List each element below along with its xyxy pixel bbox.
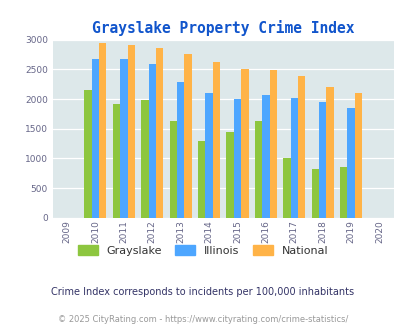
Bar [269,71,276,218]
Bar [226,132,233,218]
Bar [318,102,326,218]
Bar [127,45,134,218]
Bar [241,69,248,218]
Bar [311,169,318,218]
Bar [156,48,163,218]
Bar [148,64,156,218]
Bar [205,93,212,218]
Bar [339,167,347,218]
Bar [297,77,305,218]
Bar [212,62,220,218]
Bar [177,82,184,218]
Bar [290,98,297,218]
Bar [169,121,177,218]
Bar [347,108,354,218]
Title: Grayslake Property Crime Index: Grayslake Property Crime Index [92,20,354,36]
Bar [354,93,361,218]
Bar [113,104,120,218]
Bar [92,59,99,218]
Bar [84,90,92,218]
Bar [262,95,269,218]
Bar [141,100,148,218]
Bar [254,121,262,218]
Bar [184,54,191,218]
Bar [283,158,290,218]
Bar [120,59,127,218]
Bar [99,43,106,218]
Text: © 2025 CityRating.com - https://www.cityrating.com/crime-statistics/: © 2025 CityRating.com - https://www.city… [58,315,347,324]
Bar [326,87,333,218]
Text: Crime Index corresponds to incidents per 100,000 inhabitants: Crime Index corresponds to incidents per… [51,287,354,297]
Bar [233,99,241,218]
Legend: Grayslake, Illinois, National: Grayslake, Illinois, National [73,241,332,260]
Bar [198,141,205,218]
